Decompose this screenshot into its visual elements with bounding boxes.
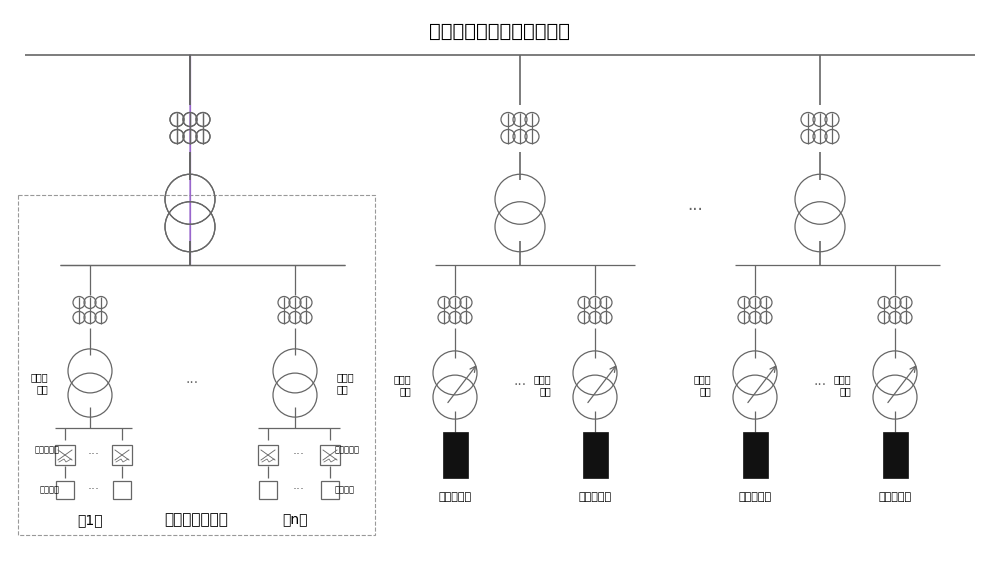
Bar xyxy=(320,445,340,465)
Text: ···: ··· xyxy=(185,376,199,390)
Text: 第n组: 第n组 xyxy=(282,513,308,527)
Text: 升压变
压器: 升压变 压器 xyxy=(337,372,355,394)
Text: 矿热炉电极: 矿热炉电极 xyxy=(878,492,912,502)
Bar xyxy=(582,432,608,478)
Text: 电炉变
压器: 电炉变 压器 xyxy=(393,374,411,396)
Text: 储能变流器: 储能变流器 xyxy=(35,446,60,454)
Bar xyxy=(321,481,339,499)
Text: ···: ··· xyxy=(687,201,703,219)
Text: 矿热炉供电系统高压侧电网: 矿热炉供电系统高压侧电网 xyxy=(430,22,570,41)
Text: 电炉变
压器: 电炉变 压器 xyxy=(533,374,551,396)
Bar xyxy=(442,432,468,478)
Text: 矿热炉电极: 矿热炉电极 xyxy=(438,492,472,502)
Bar xyxy=(55,445,75,465)
Text: 矿热炉电极: 矿热炉电极 xyxy=(738,492,772,502)
Text: 储能变流器: 储能变流器 xyxy=(335,446,360,454)
Bar xyxy=(56,481,74,499)
Bar xyxy=(113,481,131,499)
Text: ···: ··· xyxy=(293,449,305,461)
Text: 储能电池: 储能电池 xyxy=(335,485,355,495)
Bar xyxy=(259,481,277,499)
Bar xyxy=(258,445,278,465)
Text: ···: ··· xyxy=(813,378,827,392)
Bar xyxy=(112,445,132,465)
Text: ···: ··· xyxy=(513,378,527,392)
Text: 第1组: 第1组 xyxy=(77,513,103,527)
Text: 升压变
压器: 升压变 压器 xyxy=(30,372,48,394)
Text: ···: ··· xyxy=(88,449,100,461)
Text: 矿热炉电极: 矿热炉电极 xyxy=(578,492,612,502)
Text: ···: ··· xyxy=(293,484,305,496)
Text: 电炉变
压器: 电炉变 压器 xyxy=(693,374,711,396)
Text: 储能电池: 储能电池 xyxy=(40,485,60,495)
Bar xyxy=(742,432,768,478)
Text: 电化学储能系统: 电化学储能系统 xyxy=(165,512,228,527)
Text: 电炉变
压器: 电炉变 压器 xyxy=(833,374,851,396)
Bar xyxy=(883,432,908,478)
Text: ···: ··· xyxy=(88,484,100,496)
